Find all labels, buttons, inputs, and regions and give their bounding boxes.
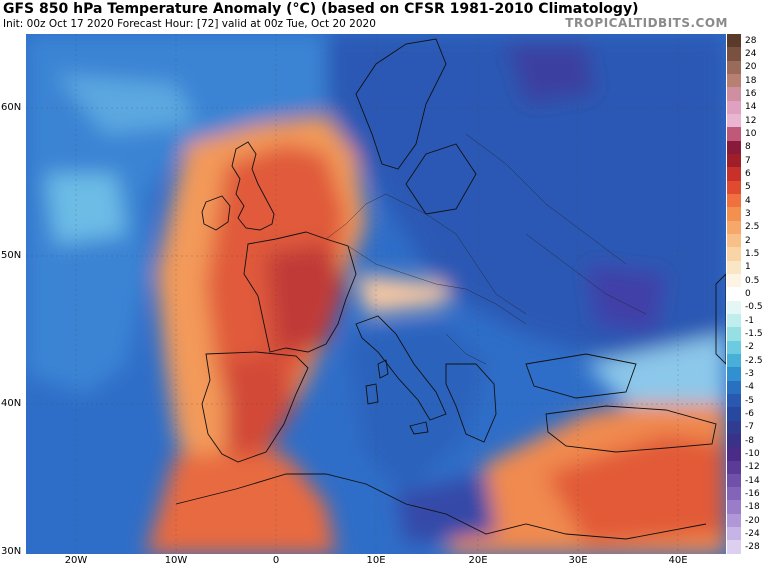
- colorbar-tick-label: 1.5: [745, 249, 760, 259]
- lon-label-20w: 20W: [64, 555, 88, 566]
- colorbar-tick-label: -6: [745, 409, 754, 419]
- colorbar-swatch: [727, 327, 741, 341]
- colorbar-tick-label: 16: [745, 89, 757, 99]
- lon-label-40e: 40E: [668, 555, 688, 566]
- colorbar-swatch: [727, 247, 741, 261]
- colorbar-tick-label: 0: [745, 289, 751, 299]
- colorbar-swatch: [727, 207, 741, 221]
- anomaly-field: [26, 34, 726, 554]
- colorbar-tick-label: 20: [745, 62, 757, 73]
- lat-label-60n: 60N: [1, 102, 22, 113]
- colorbar-tick-label: 2.5: [745, 222, 760, 233]
- colorbar-swatch: [727, 487, 741, 501]
- colorbar-swatch: [727, 540, 741, 554]
- lon-label-10e: 10E: [366, 555, 386, 566]
- lon-label-30e: 30E: [568, 555, 588, 566]
- colorbar-swatch: [727, 393, 741, 408]
- colorbar-tick-label: -1.5: [745, 329, 763, 339]
- colorbar-tick-label: -16: [745, 489, 760, 499]
- colorbar-tick-label: -4: [745, 382, 754, 393]
- colorbar-tick-label: 3: [745, 209, 751, 219]
- colorbar-tick-label: 7: [745, 155, 751, 166]
- colorbar-swatch: [727, 420, 741, 434]
- colorbar-swatch: [727, 340, 741, 354]
- colorbar-tick-label: -20: [745, 515, 760, 526]
- colorbar-swatch: [727, 313, 741, 328]
- colorbar-swatch: [727, 73, 741, 88]
- brand-watermark[interactable]: TROPICALTIDBITS.COM: [565, 16, 728, 30]
- colorbar-tick-label: -24: [745, 529, 760, 539]
- colorbar-tick-label: 10: [745, 129, 757, 139]
- colorbar-swatch: [727, 273, 741, 288]
- lat-label-50n: 50N: [1, 250, 22, 261]
- anomaly-map[interactable]: [26, 34, 726, 554]
- colorbar-swatch: [727, 260, 741, 274]
- colorbar-tick-label: 1: [745, 262, 751, 273]
- lat-label-40n: 40N: [1, 398, 22, 409]
- colorbar-swatch: [727, 460, 741, 474]
- colorbar-tick-label: -0.5: [745, 302, 763, 313]
- map-subtitle: Init: 00z Oct 17 2020 Forecast Hour: [72…: [3, 18, 376, 30]
- colorbar-tick-label: -2.5: [745, 355, 763, 366]
- colorbar-tick-label: 18: [745, 75, 757, 86]
- colorbar-tick-label: 6: [745, 169, 751, 179]
- colorbar-tick-label: -1: [745, 315, 754, 326]
- colorbar-tick-label: -28: [745, 542, 760, 553]
- colorbar-tick-label: 14: [745, 102, 757, 113]
- colorbar-tick-label: -7: [745, 422, 754, 433]
- colorbar-tick-label: 2: [745, 235, 751, 246]
- colorbar-tick-label: 24: [745, 49, 757, 59]
- lon-label-20e: 20E: [468, 555, 488, 566]
- colorbar-swatch: [727, 34, 741, 48]
- map-title: GFS 850 hPa Temperature Anomaly (°C) (ba…: [3, 1, 639, 17]
- colorbar: [727, 34, 741, 554]
- colorbar-swatch: [727, 180, 741, 194]
- colorbar-swatch: [727, 513, 741, 528]
- colorbar-tick-label: -5: [745, 395, 754, 406]
- colorbar-swatch: [727, 140, 741, 154]
- colorbar-swatch: [727, 87, 741, 101]
- graticule: [26, 34, 726, 554]
- colorbar-swatch: [727, 380, 741, 394]
- colorbar-swatch: [727, 113, 741, 128]
- colorbar-swatch: [727, 60, 741, 74]
- colorbar-tick-label: 28: [745, 35, 757, 46]
- colorbar-tick-label: -8: [745, 435, 754, 446]
- colorbar-swatch: [727, 47, 741, 61]
- colorbar-tick-label: -14: [745, 475, 760, 486]
- colorbar-swatch: [727, 367, 741, 381]
- colorbar-swatch: [727, 220, 741, 234]
- colorbar-swatch: [727, 433, 741, 448]
- lon-label-10w: 10W: [164, 555, 188, 566]
- colorbar-swatch: [727, 287, 741, 301]
- colorbar-swatch: [727, 233, 741, 248]
- colorbar-swatch: [727, 500, 741, 514]
- colorbar-swatch: [727, 353, 741, 368]
- colorbar-tick-label: 4: [745, 195, 751, 206]
- colorbar-swatch: [727, 300, 741, 314]
- colorbar-swatch: [727, 167, 741, 181]
- colorbar-tick-label: -2: [745, 342, 754, 353]
- colorbar-tick-label: -18: [745, 502, 760, 513]
- colorbar-swatch: [727, 527, 741, 541]
- lon-label-0: 0: [272, 555, 280, 566]
- colorbar-swatch: [727, 193, 741, 208]
- colorbar-swatch: [727, 100, 741, 114]
- colorbar-swatch: [727, 447, 741, 461]
- colorbar-tick-label: 0.5: [745, 275, 760, 286]
- colorbar-swatch: [727, 407, 741, 421]
- colorbar-tick-label: 8: [745, 142, 751, 153]
- colorbar-tick-label: -10: [745, 449, 760, 459]
- colorbar-swatch: [727, 127, 741, 141]
- colorbar-tick-label: 12: [745, 115, 757, 126]
- colorbar-tick-label: -3: [745, 369, 754, 379]
- colorbar-swatch: [727, 153, 741, 168]
- colorbar-tick-label: 5: [745, 182, 751, 193]
- colorbar-tick-label: -12: [745, 462, 760, 473]
- colorbar-swatch: [727, 473, 741, 488]
- lat-label-30n: 30N: [1, 546, 22, 557]
